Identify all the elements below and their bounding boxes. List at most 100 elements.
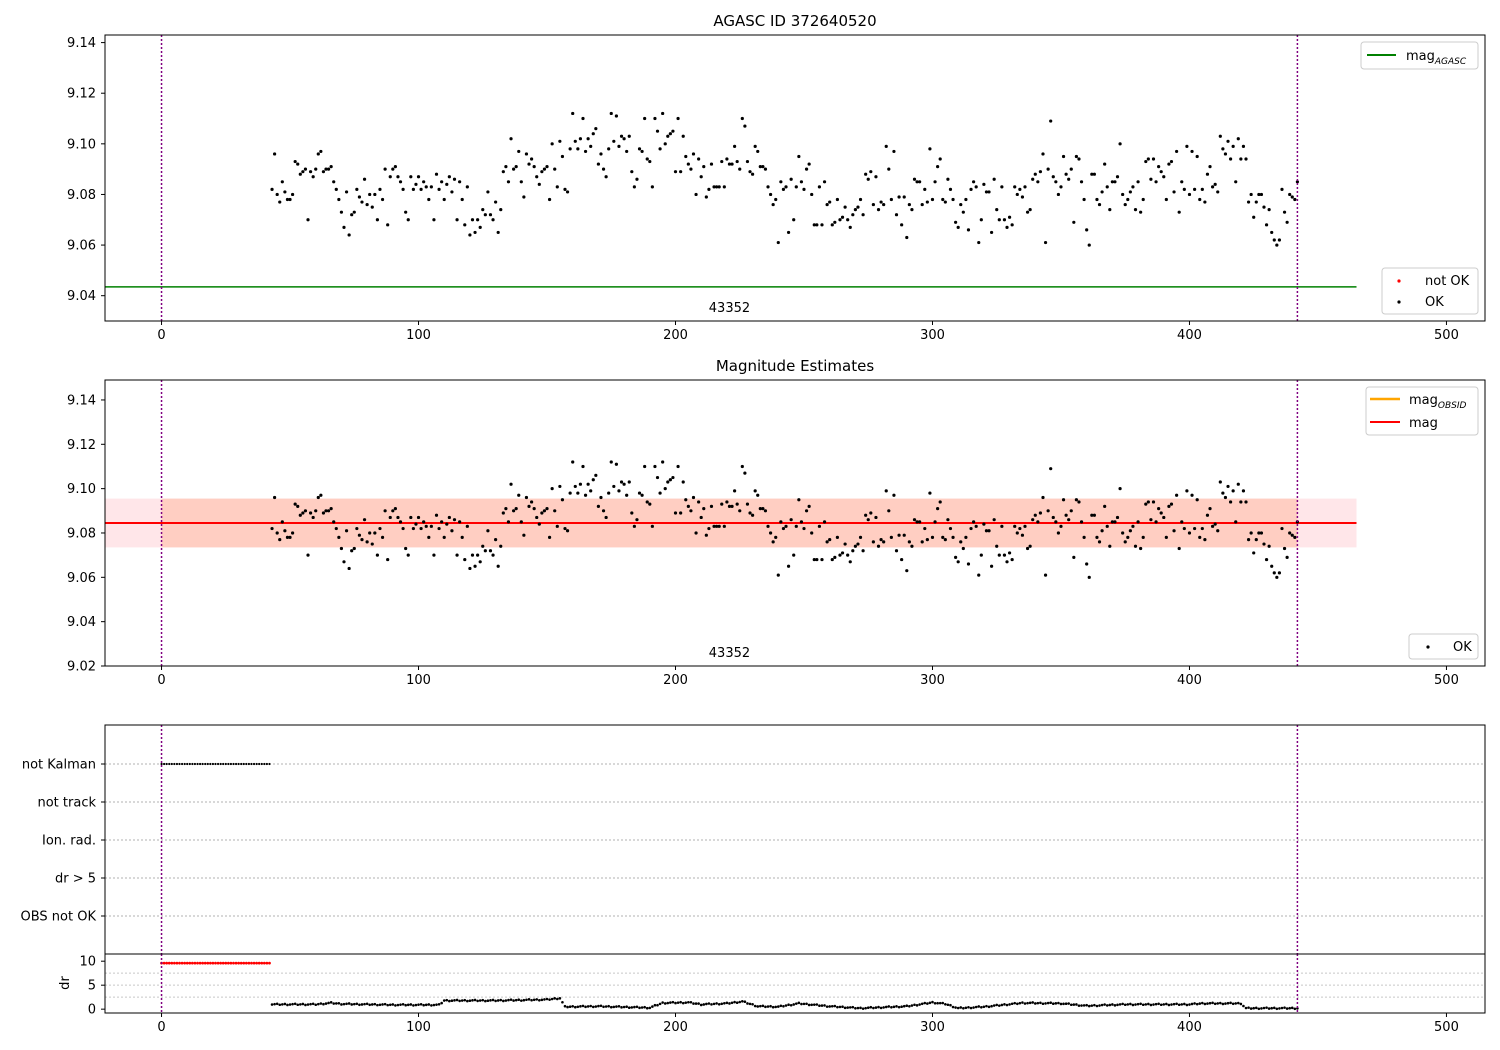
dr-point-ok — [1044, 1002, 1047, 1005]
mag-point — [391, 509, 395, 513]
mag-point — [1267, 208, 1271, 212]
mag-point — [833, 220, 837, 224]
mag-point — [1126, 197, 1130, 202]
dr-point-ok — [756, 1005, 760, 1008]
mag-point — [905, 235, 909, 240]
dr-point-ok — [972, 1006, 975, 1009]
mag-point — [401, 187, 405, 191]
mag-point — [1257, 192, 1261, 197]
dr-point-not-ok — [193, 961, 197, 965]
mag-point — [283, 190, 287, 194]
mag-point — [303, 509, 308, 513]
dr-point-ok — [309, 1002, 312, 1006]
mag-point — [972, 520, 976, 524]
mag-point — [1013, 524, 1017, 528]
dr-point-ok — [710, 1003, 713, 1006]
mag-point — [514, 165, 518, 169]
dr-point-ok — [345, 1002, 348, 1006]
dr-point-ok — [728, 1002, 731, 1005]
dr-point-ok — [1185, 1003, 1189, 1007]
panel4-x-ticks: 0 100 200 300 400 500 — [157, 1013, 1459, 1035]
mag-point — [1277, 571, 1282, 575]
mag-point — [311, 515, 315, 520]
dr-point-ok — [538, 998, 541, 1002]
mag-point — [645, 500, 649, 504]
mag-point — [1285, 555, 1289, 559]
mag-point — [532, 165, 536, 169]
flag-point — [175, 762, 179, 766]
dr-point-ok — [581, 1004, 585, 1008]
mag-point — [386, 557, 390, 562]
mag-point — [419, 187, 423, 191]
mag-point — [1151, 157, 1156, 161]
mag-point — [702, 165, 706, 169]
mag-point — [650, 524, 654, 528]
mag-point — [768, 531, 773, 535]
mag-point — [298, 172, 302, 176]
mag-point — [1082, 197, 1086, 202]
dr-point-ok — [414, 1003, 418, 1007]
flag-category-label: Ion. rad. — [42, 834, 96, 849]
mag-point — [293, 502, 297, 506]
mag-point — [1182, 187, 1186, 191]
mag-point — [920, 202, 924, 207]
flag-point — [240, 762, 243, 766]
dr-point-ok — [1290, 1006, 1294, 1010]
mag-point — [1193, 526, 1197, 531]
mag-point — [789, 177, 793, 181]
mag-point — [632, 185, 636, 189]
mag-point — [355, 187, 359, 191]
dr-point-ok — [576, 1005, 580, 1009]
mag-point — [707, 526, 711, 531]
mag-point — [1090, 172, 1094, 176]
dr-point-ok — [363, 1002, 366, 1006]
mag-point — [1157, 506, 1161, 511]
mag-point — [542, 509, 547, 513]
mag-point — [1077, 500, 1081, 504]
mag-point — [820, 557, 824, 562]
mag-point — [1180, 520, 1184, 524]
mag-point — [810, 192, 814, 197]
mag-point — [1149, 518, 1153, 522]
dr-point-ok — [417, 1003, 420, 1006]
mag-point — [1126, 535, 1130, 540]
mag-point — [458, 520, 462, 524]
mag-point — [308, 170, 313, 174]
mag-point — [491, 218, 495, 222]
mag-point — [404, 546, 408, 551]
mag-point — [1113, 520, 1117, 524]
mag-point — [563, 526, 567, 531]
flag-point — [204, 762, 207, 766]
dr-point-ok — [864, 1006, 867, 1010]
mag-point — [352, 210, 356, 214]
flag-point — [216, 762, 220, 766]
mag-point — [856, 542, 860, 546]
mag-point — [1097, 540, 1102, 544]
mag-point — [1005, 560, 1009, 564]
mag-point — [982, 182, 986, 186]
dr-point-ok — [895, 1005, 898, 1008]
x-tick-label: 200 — [663, 1020, 688, 1035]
mag-point — [1036, 520, 1040, 524]
dr-point-ok — [281, 1003, 284, 1006]
y-tick-label: 0 — [88, 1003, 96, 1018]
dr-point-ok — [381, 1003, 384, 1006]
mag-point — [668, 132, 672, 136]
dr-point-ok — [463, 998, 467, 1002]
mag-point — [1228, 157, 1233, 161]
mag-point — [1085, 562, 1089, 566]
x-tick-label: 300 — [920, 328, 945, 343]
mag-point — [779, 520, 783, 524]
dr-point-ok — [1157, 1002, 1160, 1006]
mag-point — [720, 502, 724, 506]
mag-point — [992, 518, 996, 522]
mag-point — [1025, 546, 1030, 551]
dr-point-ok — [1144, 1003, 1148, 1006]
mag-point — [989, 230, 994, 235]
mag-point — [1128, 529, 1132, 533]
mag-point — [1056, 192, 1061, 197]
dr-point-ok — [918, 1003, 921, 1006]
dr-point-ok — [1090, 1004, 1094, 1007]
mag-point — [1059, 185, 1063, 189]
mag-point — [817, 185, 822, 189]
